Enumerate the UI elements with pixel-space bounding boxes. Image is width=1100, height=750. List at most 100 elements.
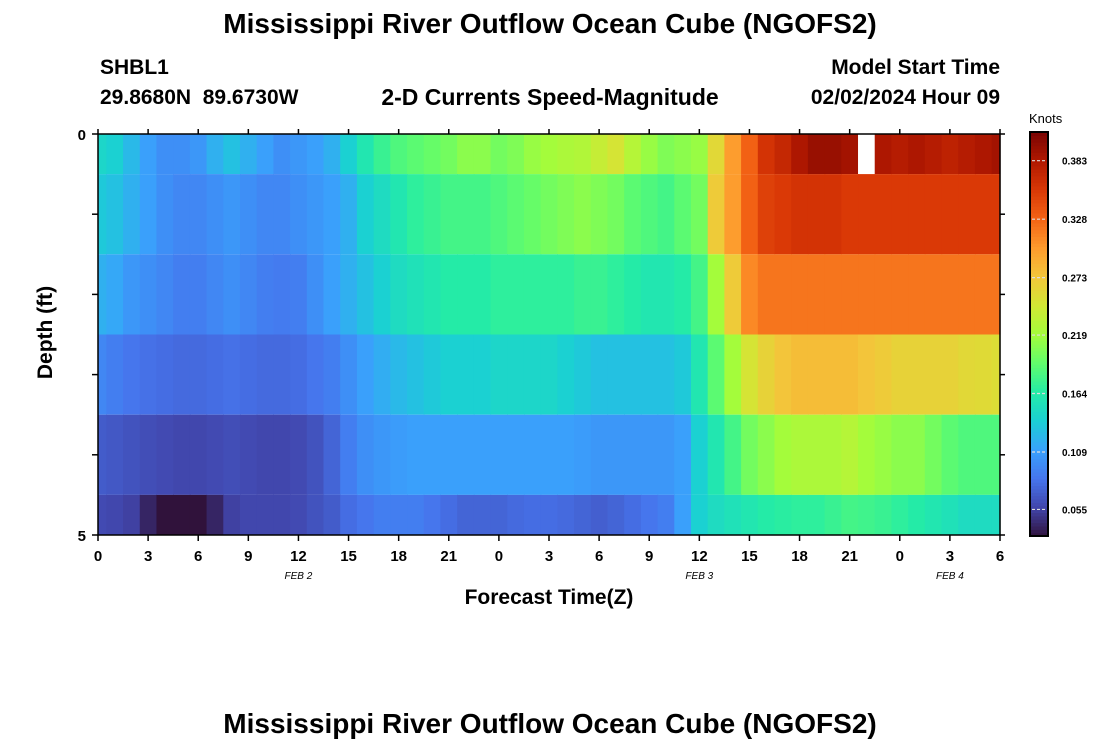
heatmap-cell <box>98 334 107 415</box>
heatmap-cell <box>590 414 609 495</box>
heatmap-cell <box>590 134 609 175</box>
heatmap-cell <box>974 494 993 535</box>
heatmap-cell <box>908 334 926 415</box>
heatmap-cell <box>607 494 625 535</box>
heatmap-cell <box>473 414 492 495</box>
station-coords: 29.8680N 89.6730W <box>100 86 299 109</box>
heatmap-cell <box>440 494 458 535</box>
heatmap-cell <box>791 254 809 335</box>
heatmap-cell <box>607 254 625 335</box>
heatmap-cell <box>724 334 742 415</box>
colorbar-segment <box>1030 142 1048 147</box>
colorbar-segment <box>1030 445 1048 450</box>
colorbar-segment <box>1030 209 1048 214</box>
colorbar-segment <box>1030 532 1048 537</box>
heatmap-cell <box>323 254 341 335</box>
heatmap-cell <box>540 174 558 255</box>
heatmap-cell <box>874 414 893 495</box>
heatmap-cell <box>507 414 525 495</box>
heatmap-cell <box>741 494 759 535</box>
chart-subtitle: 2-D Currents Speed-Magnitude <box>381 84 719 110</box>
heatmap-cell <box>974 254 993 335</box>
colorbar-segment <box>1030 509 1048 514</box>
colorbar-segment <box>1030 266 1048 271</box>
x-tick-label: 3 <box>946 548 954 565</box>
chart-title: Mississippi River Outflow Ocean Cube (NG… <box>223 8 877 39</box>
colorbar-segment <box>1030 243 1048 248</box>
heatmap-cell <box>924 254 943 335</box>
heatmap-cell <box>423 254 442 335</box>
y-tick-label: 5 <box>78 528 86 545</box>
heatmap-cell <box>991 414 1001 495</box>
heatmap-cell <box>106 334 124 415</box>
heatmap-cell <box>189 254 208 335</box>
heatmap-cell <box>674 414 692 495</box>
heatmap-cell <box>440 254 458 335</box>
heatmap-cell <box>123 414 141 495</box>
colorbar-segment <box>1030 334 1048 338</box>
heatmap-cell <box>139 254 158 335</box>
colorbar-segment <box>1030 360 1048 365</box>
heatmap-cell <box>807 414 826 495</box>
heatmap-cell <box>540 334 558 415</box>
heatmap-cell <box>189 494 208 535</box>
y-axis-ticks: 05 <box>78 127 1005 545</box>
colorbar-segment <box>1030 219 1048 224</box>
x-tick-label: 21 <box>841 548 858 565</box>
heatmap-cell <box>490 254 508 335</box>
heatmap-cell <box>557 174 575 255</box>
colorbar-segment <box>1030 350 1048 355</box>
heatmap-cell <box>741 134 759 175</box>
heatmap-cell <box>123 174 141 255</box>
heatmap-cell <box>824 134 842 175</box>
colorbar-segment <box>1030 300 1048 305</box>
heatmap-cell <box>356 494 375 535</box>
heatmap-cell <box>273 134 291 175</box>
x-tick-label: 12 <box>290 548 307 565</box>
x-tick-label: 0 <box>94 548 102 565</box>
heatmap-cell <box>239 494 258 535</box>
heatmap-cell <box>373 174 391 255</box>
heatmap-cell <box>173 414 191 495</box>
colorbar-segment <box>1030 229 1048 234</box>
heatmap-cell <box>156 254 174 335</box>
heatmap-cell <box>356 134 375 175</box>
heatmap-cell <box>173 174 191 255</box>
colorbar-segment <box>1030 327 1048 332</box>
colorbar-segment <box>1030 488 1048 493</box>
colorbar-segment <box>1030 472 1048 476</box>
heatmap-cell <box>423 414 442 495</box>
heatmap-cell <box>557 494 575 535</box>
colorbar-segment <box>1030 367 1048 372</box>
heatmap-cell <box>724 414 742 495</box>
heatmap-cell <box>457 174 475 255</box>
heatmap-cell <box>958 334 976 415</box>
heatmap-cell <box>924 174 943 255</box>
colorbar-segment <box>1030 525 1048 530</box>
heatmap-cell <box>390 134 408 175</box>
x-tick-label: 18 <box>390 548 407 565</box>
colorbar-segment <box>1030 239 1048 244</box>
heatmap-cell <box>674 174 692 255</box>
colorbar-segment <box>1030 354 1048 359</box>
heatmap-cell <box>323 414 341 495</box>
heatmap-cell <box>407 254 425 335</box>
heatmap-cell <box>306 134 325 175</box>
colorbar-segment <box>1030 364 1048 369</box>
heatmap-cell <box>457 334 475 415</box>
heatmap-cell <box>356 254 375 335</box>
heatmap-cell <box>390 414 408 495</box>
heatmap-cell <box>640 134 659 175</box>
heatmap-cell <box>924 134 943 175</box>
colorbar-segment <box>1030 296 1048 301</box>
heatmap-cell <box>423 334 442 415</box>
heatmap-cell <box>173 134 191 175</box>
colorbar-segment <box>1030 421 1048 426</box>
heatmap-cell <box>841 174 859 255</box>
heatmap-cell <box>273 494 291 535</box>
heatmap-cell <box>757 134 776 175</box>
heatmap-cell <box>273 174 291 255</box>
heatmap-cell <box>189 174 208 255</box>
heatmap-cell <box>156 494 174 535</box>
heatmap-cell <box>807 134 826 175</box>
